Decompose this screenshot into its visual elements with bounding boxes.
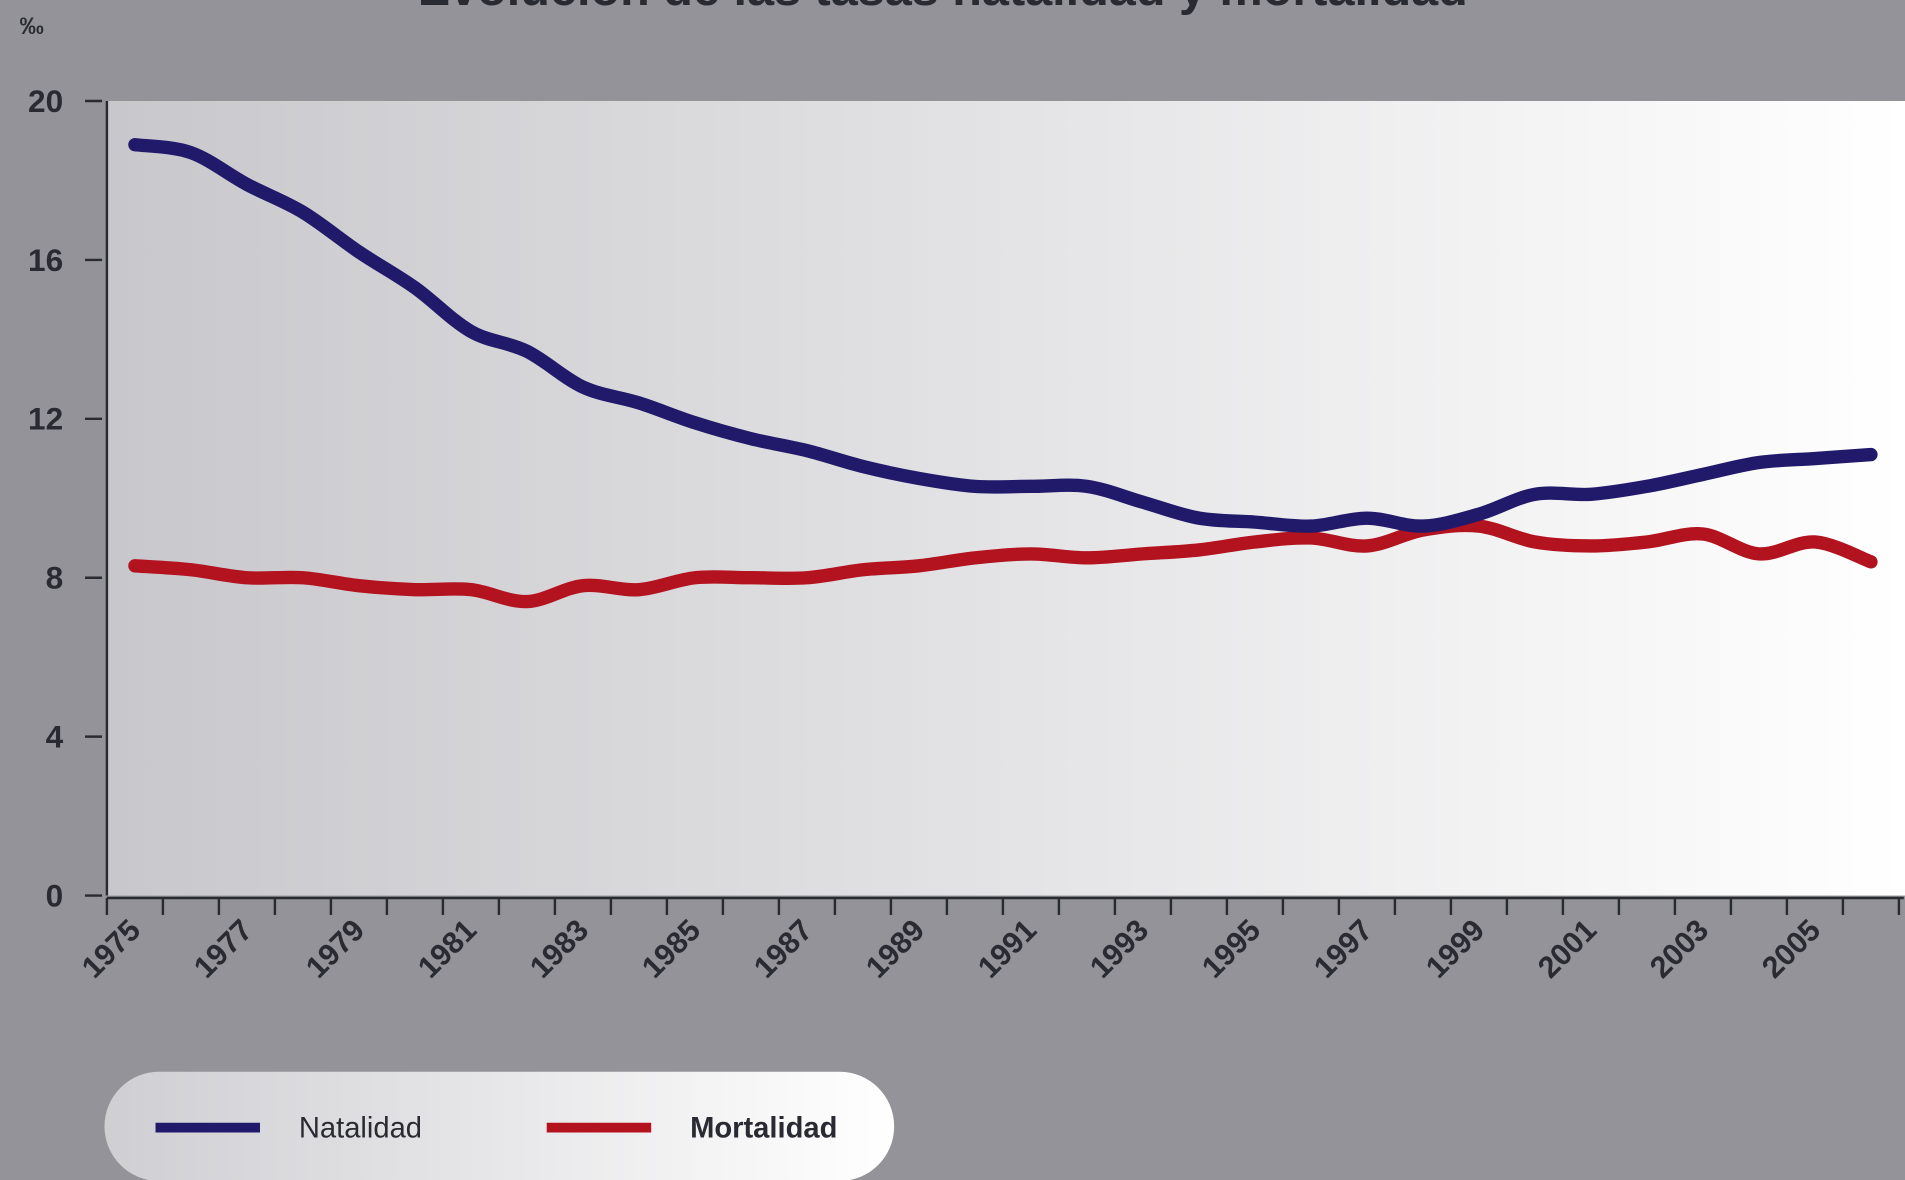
y-tick-label: 0 bbox=[46, 877, 64, 913]
y-axis-label: ‰ bbox=[19, 13, 43, 40]
x-tick-label: 1989 bbox=[860, 914, 931, 985]
x-tick-label: 1987 bbox=[748, 914, 819, 985]
y-tick-label: 8 bbox=[46, 560, 64, 596]
x-tick-label: 1997 bbox=[1308, 914, 1379, 985]
x-tick-label: 1979 bbox=[300, 914, 371, 985]
x-tick-label: 1999 bbox=[1420, 914, 1491, 985]
x-tick-label: 2005 bbox=[1756, 914, 1827, 985]
y-tick-label: 12 bbox=[28, 401, 63, 437]
x-tick-label: 1981 bbox=[412, 914, 483, 985]
x-tick-label: 1983 bbox=[524, 914, 595, 985]
legend-label: Natalidad bbox=[299, 1112, 422, 1144]
x-tick-label: 1991 bbox=[972, 914, 1043, 985]
y-tick-label: 4 bbox=[46, 719, 64, 755]
chart-title: Evolución de las tasas natalidad y morta… bbox=[418, 0, 1468, 16]
x-tick-label: 1975 bbox=[76, 914, 147, 985]
line bbox=[128, 138, 1878, 533]
y-tick-label: 16 bbox=[28, 242, 63, 278]
x-tick-label: 1985 bbox=[636, 914, 707, 985]
plot-area bbox=[106, 100, 1905, 896]
x-tick-label: 1993 bbox=[1084, 914, 1155, 985]
x-tick-label: 2003 bbox=[1644, 914, 1715, 985]
y-tick-label: 20 bbox=[28, 83, 63, 119]
legend bbox=[104, 1071, 895, 1180]
line bbox=[128, 518, 1878, 609]
x-tick-label: 1977 bbox=[188, 914, 259, 985]
x-tick-label: 2001 bbox=[1532, 914, 1603, 985]
x-tick-label: 1995 bbox=[1196, 914, 1267, 985]
legend-label: Mortalidad bbox=[690, 1112, 837, 1144]
